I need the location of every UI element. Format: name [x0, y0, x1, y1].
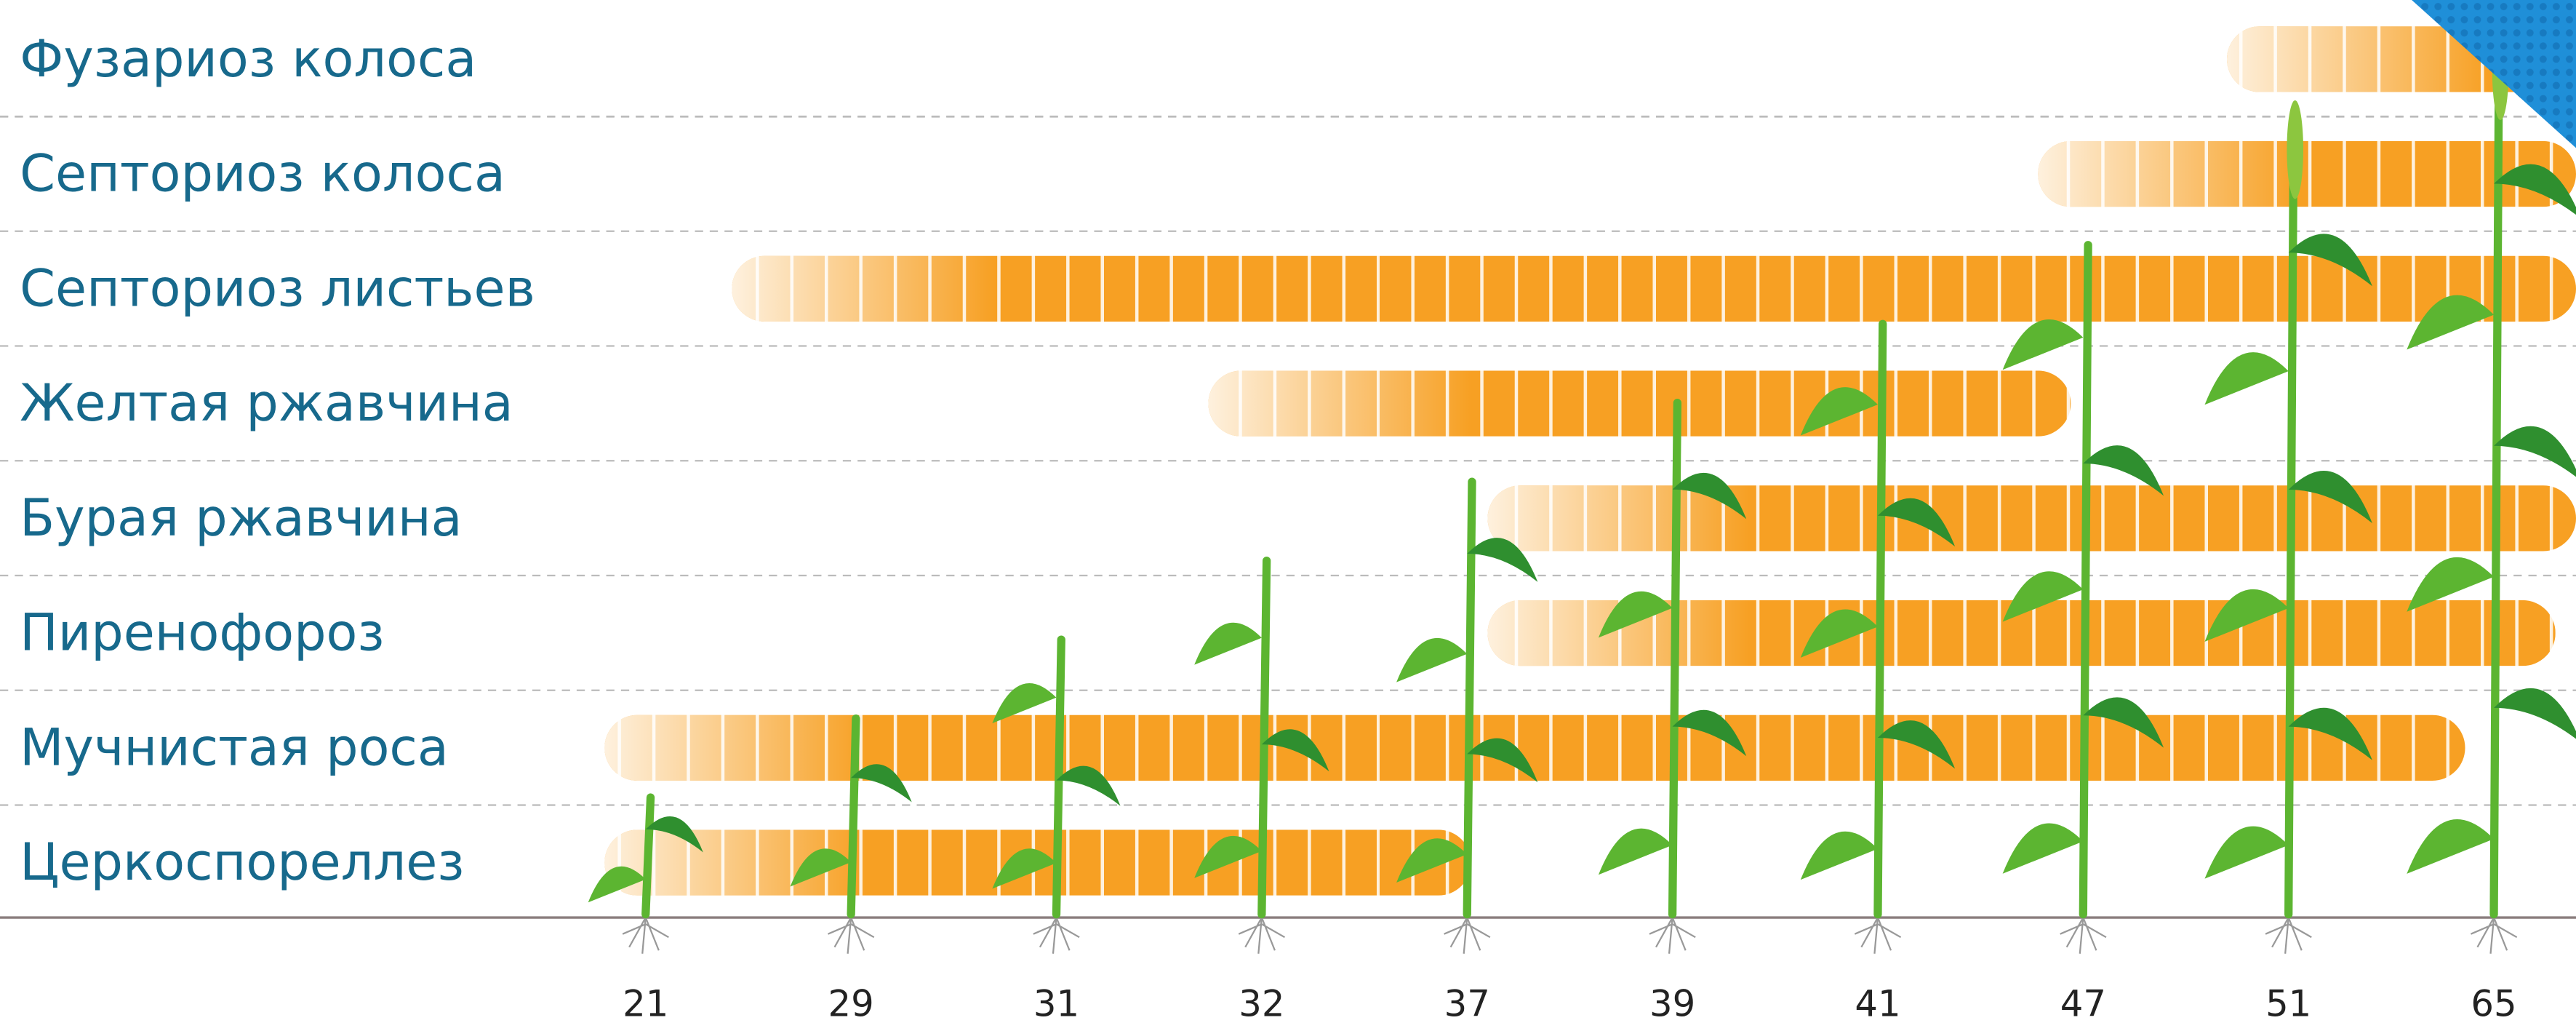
plant-leaf — [2083, 697, 2164, 748]
plant-leaf — [1467, 538, 1538, 582]
plant-leaf — [1396, 637, 1468, 682]
x-tick-label: 31 — [1033, 983, 1079, 1025]
plant-root — [2060, 917, 2107, 954]
plant-leaf — [2083, 445, 2164, 496]
plant-leaf — [1800, 387, 1878, 436]
plant-leaf — [1877, 720, 1956, 769]
plant-root — [1649, 917, 1696, 954]
x-tick-label: 39 — [1649, 983, 1695, 1025]
plant-leaf — [2288, 234, 2372, 287]
plant-leaf — [2494, 426, 2576, 477]
x-tick-label: 29 — [828, 983, 874, 1025]
plant-leaf — [2494, 164, 2576, 215]
plant-leaf — [2494, 688, 2576, 739]
bar-fade — [604, 714, 868, 781]
plant-stem — [2489, 83, 2503, 919]
bar-group — [1208, 370, 2071, 437]
plant-leaf — [2204, 352, 2289, 405]
plant-leaf — [2002, 823, 2084, 874]
plant-stem — [1052, 635, 1065, 919]
plant-leaf — [1598, 591, 1673, 638]
plant-leaf — [1396, 838, 1468, 883]
plant-stem — [641, 793, 655, 919]
plant-root — [828, 917, 875, 954]
plant-leaf — [2002, 319, 2084, 370]
row-label: Церкоспореллез — [20, 832, 464, 892]
plant-leaf — [1467, 738, 1538, 783]
plant-leaf — [2204, 589, 2289, 642]
plant-leaf — [1056, 765, 1121, 806]
plant-leaf — [645, 816, 703, 853]
plant-stem — [2079, 241, 2092, 919]
plant-leaf — [1800, 831, 1878, 880]
plant-leaf — [1800, 609, 1878, 658]
bar — [604, 714, 2465, 781]
plant-root — [1854, 917, 1902, 954]
plant-leaf — [2407, 557, 2495, 612]
plant-leaf — [790, 848, 852, 887]
plant-root — [1444, 917, 1491, 954]
plant-root — [1238, 917, 1286, 954]
plant-leaf — [2288, 707, 2372, 760]
plant-leaf — [1672, 472, 1747, 520]
plant-root — [2265, 917, 2312, 954]
bar-fade — [1487, 485, 1751, 552]
plant-root — [1033, 917, 1080, 954]
x-tick-label: 41 — [1855, 983, 1900, 1025]
bar-fade — [1208, 370, 1471, 437]
row-label: Септориоз колоса — [20, 144, 505, 204]
plant-stem — [847, 714, 860, 919]
bar-group — [732, 255, 2576, 322]
plant-stem — [1463, 477, 1476, 919]
plant-root — [622, 917, 669, 954]
plant-leaf — [588, 866, 646, 903]
bar-group — [604, 714, 2465, 781]
plant-leaf — [1877, 498, 1956, 547]
corner-decoration — [2412, 0, 2576, 148]
bar-fade — [2038, 140, 2301, 207]
x-tick-label: 32 — [1239, 983, 1284, 1025]
row-label: Септориоз листьев — [20, 258, 535, 318]
plant-leaf — [2407, 295, 2495, 350]
plant-leaf — [1194, 622, 1262, 665]
plant-leaf — [1672, 709, 1747, 757]
plant-root — [2470, 917, 2518, 954]
x-tick-label: 37 — [1444, 983, 1490, 1025]
row-label: Фузариоз колоса — [20, 29, 476, 89]
plant-leaf — [1194, 835, 1262, 878]
bar-group — [2038, 140, 2576, 207]
row-label: Мучнистая роса — [20, 717, 449, 777]
x-tick-label: 51 — [2265, 983, 2311, 1025]
plant-leaf — [2002, 571, 2084, 622]
plant-leaf — [851, 764, 912, 803]
bar-fade — [2226, 26, 2490, 92]
plant-leaf — [1598, 828, 1673, 875]
row-label: Пиренофороз — [20, 603, 384, 663]
plant-ear — [2287, 100, 2304, 199]
plant-leaf — [1261, 729, 1329, 772]
plant-leaf — [2204, 826, 2289, 879]
plant-stem — [1873, 319, 1887, 919]
plant-stem — [1257, 556, 1271, 919]
bar-fade — [732, 255, 995, 322]
plant-stem — [1668, 399, 1682, 919]
plant-leaf — [2407, 819, 2495, 874]
plant-leaf — [2288, 471, 2372, 524]
row-label: Бурая ржавчина — [20, 488, 462, 548]
plant-leaf — [992, 682, 1057, 724]
x-tick-label: 21 — [623, 983, 668, 1025]
x-tick-label: 47 — [2060, 983, 2106, 1025]
x-tick-label: 65 — [2471, 983, 2516, 1025]
plant-stem — [2284, 162, 2298, 919]
bar — [732, 255, 2576, 322]
plant-leaf — [992, 848, 1057, 889]
bar-group — [1487, 485, 2576, 552]
row-label: Желтая ржавчина — [20, 373, 513, 433]
